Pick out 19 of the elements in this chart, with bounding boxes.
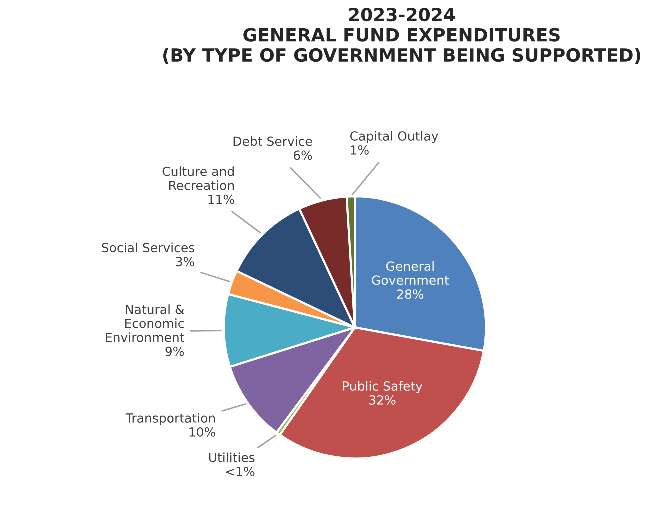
data-label: 32% [370, 396, 396, 405]
data-label: 3% [176, 257, 194, 267]
slice-label: General Government [372, 261, 450, 286]
slice-label: Public Safety [343, 381, 423, 394]
data-label: 11% [208, 194, 234, 204]
data-label: 10% [190, 427, 216, 437]
slice-label: Utilities [209, 452, 255, 462]
slice-label: Capital Outlay [350, 131, 438, 144]
slice-label: Social Services [102, 242, 195, 253]
slice-label: Transportation [126, 413, 216, 426]
data-label: <1% [226, 467, 255, 476]
data-label: 1% [351, 145, 369, 155]
data-label: 28% [397, 290, 424, 300]
data-label: 6% [294, 150, 312, 160]
slice-label: Natural & Economic Environment [106, 304, 184, 342]
data-label: 9% [166, 346, 184, 356]
chart-title: 2023-2024 GENERAL FUND EXPENDITURES (BY TYPE OF GOVERNMENT BEING SUPPORTED) [163, 8, 641, 64]
slice-label: Debt Service [234, 136, 312, 146]
slice-label: Culture and Recreation [162, 166, 234, 190]
